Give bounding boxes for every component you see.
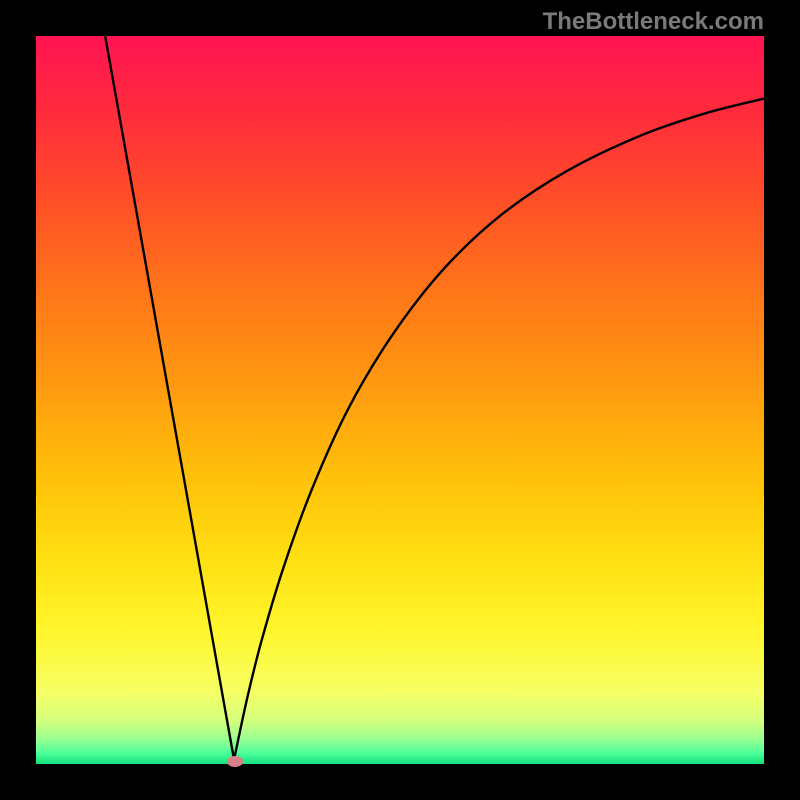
- bottleneck-curve: [0, 0, 800, 800]
- watermark-text: TheBottleneck.com: [543, 8, 764, 36]
- optimal-point-marker: [227, 756, 243, 767]
